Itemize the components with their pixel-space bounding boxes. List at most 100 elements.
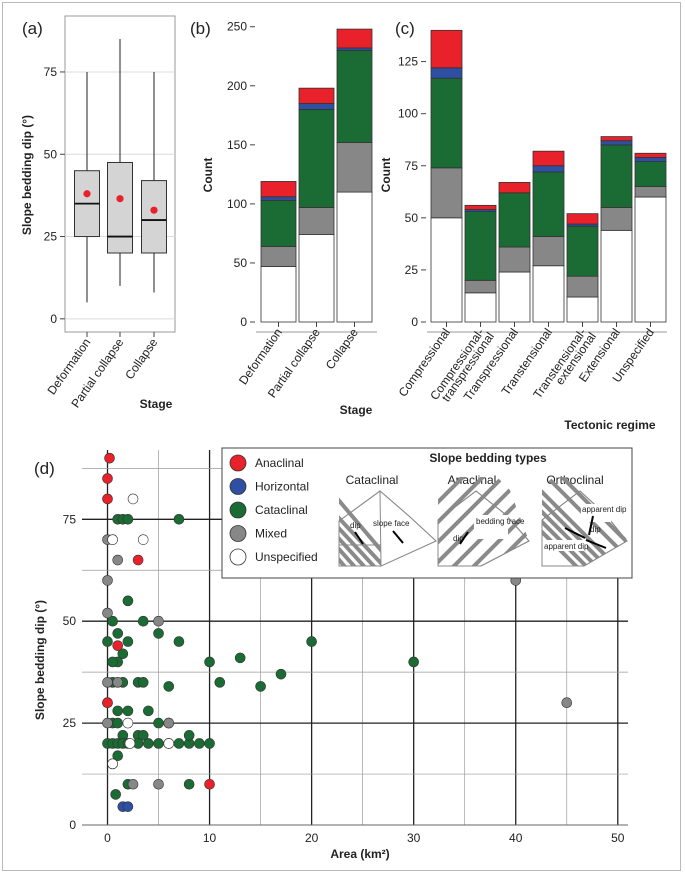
orthoclinal-dip-label: dip: [590, 525, 601, 534]
panel-c-bar-unspecified-horizontal: [634, 157, 667, 162]
panel-d-y-tick-50: 50: [63, 614, 77, 628]
panel-b-y-tick-150: 150: [227, 138, 247, 152]
panel-c-bar-unspecified-anaclinal: [634, 152, 667, 158]
panel-c-bars: [430, 29, 667, 323]
panel-d-point-mixed-2: [112, 554, 124, 566]
panel-d-x-tick-40: 40: [509, 831, 523, 845]
panel-c-bar-compressional-unspecified: [430, 217, 463, 323]
orthoclinal-outline: [541, 490, 628, 567]
panel-d-point-cataclinal-31: [153, 717, 164, 729]
panel-d-point-cataclinal-34: [112, 717, 124, 729]
panel-d-point-cataclinal-14: [107, 656, 118, 668]
cataclinal-diagram: Cataclinal dip slope face: [338, 473, 437, 567]
panel-d-point-anaclinal-5: [102, 697, 113, 709]
panel-c-bar-transtensional-extensional-anaclinal: [566, 213, 599, 225]
panel-c-bar-extensional-anaclinal: [600, 136, 633, 142]
panel-a-y-ticks: 0 25 50 75: [44, 65, 65, 326]
panel-d-point-unspecified-6: [124, 738, 136, 749]
panel-d-point-mixed-4: [102, 607, 113, 619]
panel-c-bar-unspecified-mixed: [634, 186, 667, 198]
cataclinal-slope-face: [379, 489, 437, 567]
panel-d-x-tick-20: 20: [305, 831, 319, 845]
panel-c-bar-compressional-anaclinal: [430, 29, 463, 69]
panel-d-point-mixed-7: [112, 677, 124, 688]
legend-label-cataclinal: Cataclinal: [255, 503, 308, 517]
orthoclinal-apparent-dip-label-1: apparent dip: [582, 505, 627, 514]
panel-c-bar-unspecified-unspecified: [634, 196, 667, 323]
panel-c-bar-extensional-mixed: [600, 207, 633, 231]
panel-b-y-tick-50: 50: [234, 256, 248, 270]
panel-d-point-mixed-3: [102, 575, 113, 586]
panel-c-bar-transtensional-unspecified: [532, 265, 565, 323]
panel-d-point-cataclinal-51: [183, 730, 195, 741]
panel-c-y-ticks: 0 25 50 75 100 125: [398, 55, 426, 329]
panel-d-point-anaclinal-4: [112, 640, 124, 651]
panel-d-point-anaclinal-6: [204, 778, 215, 790]
panel-b-bar-partial-collapse-cataclinal: [298, 109, 335, 208]
panel-d-point-cataclinal-47: [173, 738, 185, 749]
panel-d-point-cataclinal-28: [112, 705, 124, 717]
panel-b-bars: [260, 28, 373, 323]
panel-a-y-tick-75: 75: [44, 65, 58, 79]
panel-a-label: (a): [22, 19, 43, 38]
panel-d-point-cataclinal-20: [306, 636, 317, 647]
panel-d-point-anaclinal-1: [102, 473, 113, 484]
panel-d-point-cataclinal-52: [112, 750, 124, 762]
panel-d-point-cataclinal-36: [137, 730, 149, 741]
panel-d-point-cataclinal-11: [173, 636, 185, 647]
panel-a-box-collapse: [141, 180, 167, 254]
panel-d-point-cataclinal-12: [117, 648, 129, 660]
panel-b-bar-collapse-unspecified: [336, 191, 373, 323]
panel-b-bar-partial-collapse-unspecified: [298, 234, 335, 323]
panel-b-bar-deformation-cataclinal: [260, 199, 297, 247]
panel-d-point-mixed-6: [102, 677, 113, 688]
panel-d-point-unspecified-5: [107, 758, 118, 770]
panel-d-y-tick-75: 75: [63, 512, 77, 526]
orthoclinal-apparent-dip-label-2: apparent dip: [544, 542, 589, 551]
panel-b-bar-partial-collapse-anaclinal: [298, 87, 335, 104]
panel-d-point-cataclinal-45: [153, 738, 164, 749]
panel-d-point-cataclinal-17: [214, 677, 226, 688]
panel-d-x-axis-label: Area (km²): [330, 847, 389, 861]
panel-d-x-tick-0: 0: [104, 831, 111, 845]
anaclinal-diagram: Anaclinal bedding trace dip: [437, 473, 530, 567]
panel-d-point-cataclinal-7: [102, 636, 113, 647]
legend-label-anaclinal: Anaclinal: [255, 456, 304, 470]
panel-c-bar-transpressional-mixed: [498, 246, 531, 273]
panel-d-point-cataclinal-55: [183, 778, 195, 790]
panel-c-bar-transtensional-mixed: [532, 236, 565, 267]
panel-a-x-category-collapse: Collapse: [122, 335, 160, 382]
panel-c-bar-transpressional-anaclinal: [498, 182, 531, 194]
panel-d-point-cataclinal-26: [163, 681, 175, 692]
panel-b-bar-deformation-horizontal: [260, 196, 297, 201]
panel-d-point-mixed-10: [153, 778, 164, 790]
panel-d-point-cataclinal-6: [107, 615, 118, 627]
panel-b-y-tick-100: 100: [227, 197, 247, 211]
panel-d-ticks: 0 25 50 75 0 10 20 30 40 50: [63, 512, 625, 845]
panel-d-point-unspecified-2: [107, 534, 118, 545]
panel-d-y-tick-0: 0: [69, 818, 76, 832]
panel-d-point-cataclinal-8: [112, 628, 124, 639]
panel-b-bar-collapse-cataclinal: [336, 49, 373, 143]
panel-d-point-cataclinal-30: [143, 705, 154, 717]
orthoclinal-label-bg-1: [581, 504, 611, 522]
panel-c: (c) 0 25 50 75 100 125 CompressionalCompressi…: [379, 19, 667, 432]
panel-c-bar-compressional-cataclinal: [430, 77, 463, 169]
legend-label-horizontal: Horizontal: [255, 480, 309, 494]
cataclinal-diagram-title: Cataclinal: [346, 473, 399, 487]
panel-b-bar-collapse-mixed: [336, 142, 373, 193]
legend-swatch-cataclinal: [229, 501, 247, 519]
panel-c-bar-extensional-unspecified: [600, 229, 633, 323]
panel-d-point-mixed-13: [561, 697, 573, 709]
panel-d-x-tick-50: 50: [611, 831, 625, 845]
panel-c-bar-transtensional-extensional-unspecified: [566, 296, 599, 323]
inset-title: Slope bedding types: [429, 451, 547, 465]
panel-d-x-tick-10: 10: [203, 831, 217, 845]
anaclinal-outline: [437, 490, 530, 567]
panel-d-gridlines: [82, 450, 628, 826]
panel-b-bar-deformation-anaclinal: [260, 181, 297, 198]
panel-c-bar-compressional-transpressional-anaclinal: [464, 204, 497, 210]
anaclinal-dip-label: dip: [453, 534, 464, 543]
